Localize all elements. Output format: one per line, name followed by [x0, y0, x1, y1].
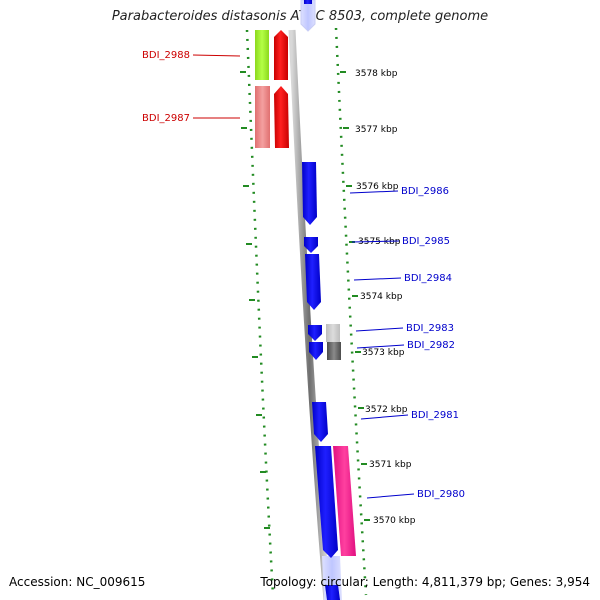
gene-arrow-top-blue[interactable] [304, 0, 312, 4]
kbp-label: 3575 kbp [358, 237, 401, 247]
label-leader-bdi-2988 [192, 54, 241, 57]
kbp-label: 3572 kbp [365, 405, 408, 415]
kbp-label: 3577 kbp [355, 125, 398, 135]
gene-label-bdi-2988[interactable]: BDI_2988 [142, 50, 190, 61]
gene-label-bdi-2983[interactable]: BDI_2983 [406, 323, 454, 334]
gene-arrow-bdi-2983[interactable] [308, 325, 322, 341]
accession-label: Accession: NC_009615 [9, 575, 146, 589]
gene-arrow-bdi-2986[interactable] [302, 162, 317, 225]
gene-arrow-bdi-2984[interactable] [305, 254, 321, 310]
label-leader-bdi-2986 [349, 190, 399, 194]
gene-label-bdi-2985[interactable]: BDI_2985 [402, 236, 450, 247]
kbp-label: 3570 kbp [373, 516, 416, 526]
gene-label-bdi-2981[interactable]: BDI_2981 [411, 410, 459, 421]
gene-label-bdi-2986[interactable]: BDI_2986 [401, 186, 449, 197]
tick-ring-left [240, 29, 275, 596]
gene-arrow-top-fade[interactable] [300, 0, 316, 32]
gene-arrow-bdi-2985[interactable] [304, 237, 318, 253]
gene-feature-bdi-2980[interactable] [333, 446, 356, 556]
tick-ring-right [334, 27, 370, 596]
gene-arrow-bdi-2982[interactable] [309, 342, 323, 360]
gene-arrow-bdi-2980[interactable] [315, 446, 338, 558]
kbp-label: 3571 kbp [369, 460, 412, 470]
label-leader-bdi-2984 [353, 277, 402, 281]
label-leader-bdi-2983 [355, 327, 404, 332]
kbp-label: 3574 kbp [360, 292, 403, 302]
kbp-label: 3578 kbp [355, 69, 398, 79]
label-leader-bdi-2982 [356, 344, 405, 349]
gene-feature-bdi-2988[interactable] [255, 30, 269, 80]
genome-title: Parabacteroides distasonis ATCC 8503, co… [111, 9, 489, 24]
gene-arrow-bdi-2988[interactable] [274, 30, 288, 80]
genome-summary: Topology: circular; Length: 4,811,379 bp… [260, 575, 590, 589]
gene-arrow-bottom-blue[interactable] [325, 585, 340, 600]
gene-feature-bdi-2982[interactable] [327, 342, 341, 360]
gene-arrow-bdi-2987[interactable] [274, 86, 289, 148]
gene-feature-bdi-2983[interactable] [326, 324, 340, 342]
gene-label-bdi-2980[interactable]: BDI_2980 [417, 489, 465, 500]
label-leader-bdi-2985 [351, 240, 400, 243]
gene-arrow-bdi-2981[interactable] [312, 402, 328, 442]
kbp-label: 3573 kbp [362, 348, 405, 358]
gene-label-bdi-2987[interactable]: BDI_2987 [142, 113, 190, 124]
label-leader-bdi-2981 [360, 414, 409, 420]
gene-label-bdi-2982[interactable]: BDI_2982 [407, 340, 455, 351]
label-leader-bdi-2980 [366, 493, 415, 499]
gene-feature-bdi-2987[interactable] [255, 86, 270, 148]
gene-label-bdi-2984[interactable]: BDI_2984 [404, 273, 452, 284]
kbp-label: 3576 kbp [356, 182, 399, 192]
